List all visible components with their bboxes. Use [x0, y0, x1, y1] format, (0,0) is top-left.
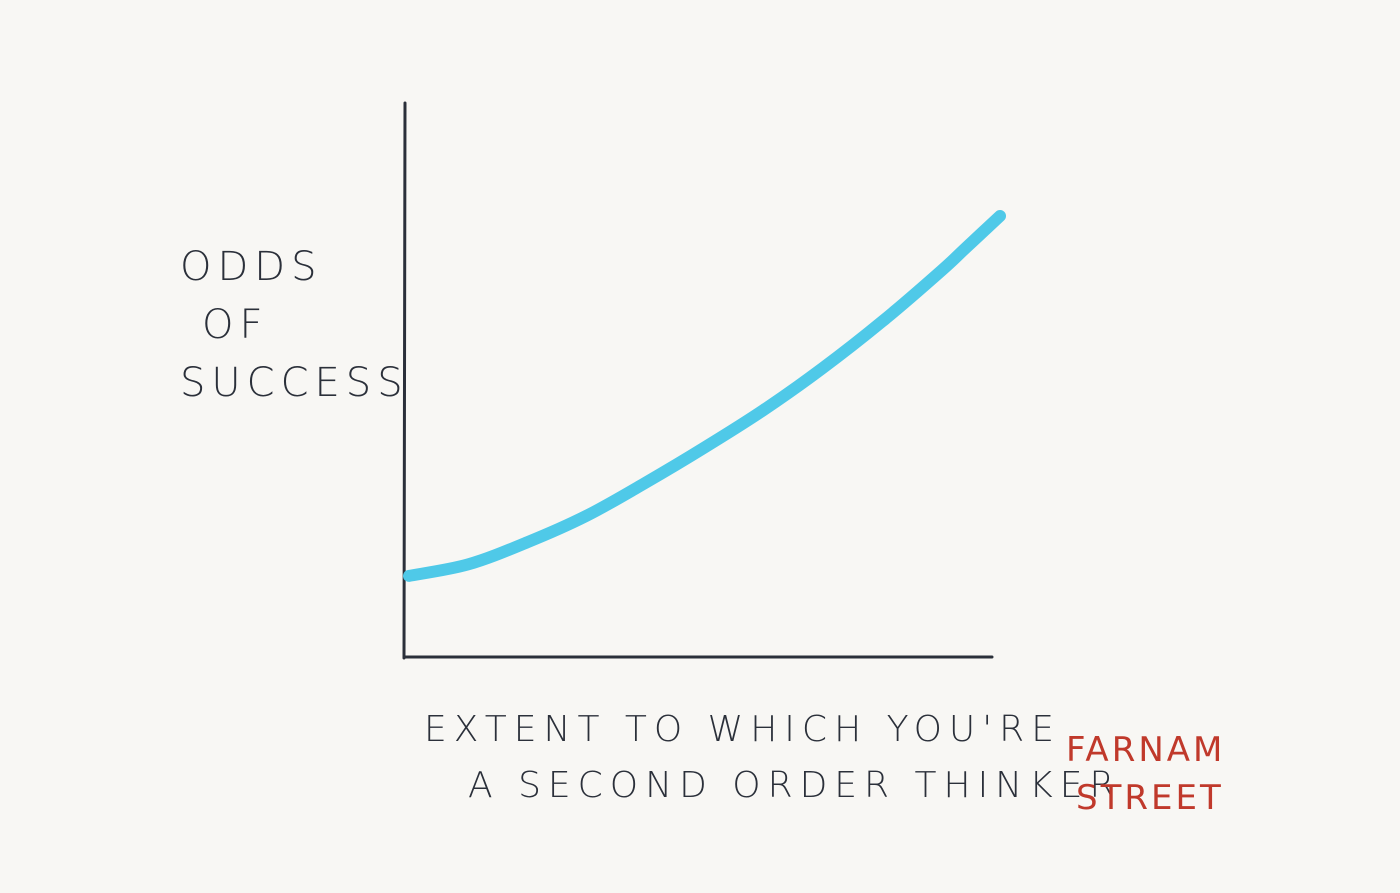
- x-axis-label-line: A SECOND ORDER THINKER: [468, 765, 1122, 806]
- y-axis-label-line: SUCCESS: [180, 360, 409, 406]
- series-line: [403, 210, 1006, 582]
- brand-logo-line: FARNAM: [1066, 730, 1226, 770]
- y-axis-label-line: ODDS: [180, 244, 323, 290]
- x-axis-label: EXTENT TO WHICH YOU'RE A SECOND ORDER TH…: [424, 702, 1122, 814]
- brand-logo: FARNAM STREET: [1066, 726, 1266, 822]
- y-axis: [402, 101, 407, 660]
- y-axis-label-line: OF: [202, 302, 269, 348]
- x-axis-label-line: EXTENT TO WHICH YOU'RE: [424, 709, 1061, 750]
- brand-logo-line: STREET: [1076, 778, 1224, 818]
- y-axis-label: ODDS OF SUCCESS: [180, 238, 409, 412]
